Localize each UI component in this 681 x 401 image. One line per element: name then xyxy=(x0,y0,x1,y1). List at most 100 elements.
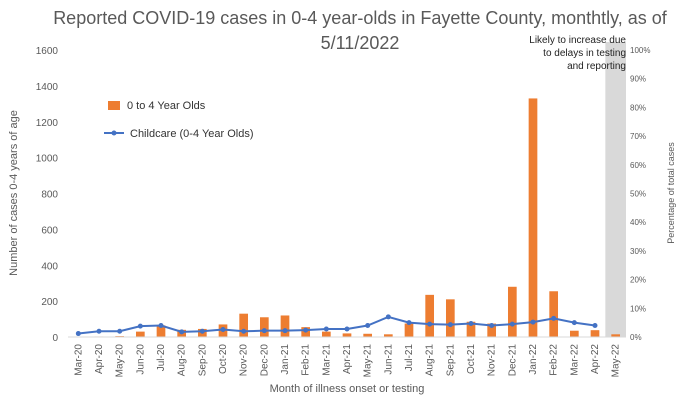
x-tick-label: May-22 xyxy=(611,344,622,378)
line-point-Aug-20 xyxy=(179,329,185,335)
y2-tick-label: 50% xyxy=(630,190,646,199)
x-tick-label: Jul-21 xyxy=(404,344,415,372)
x-tick-label: Jun-20 xyxy=(135,344,146,375)
x-tick-label: Sep-20 xyxy=(197,344,208,377)
incomplete-data-shade xyxy=(605,42,626,337)
legend-swatch-bars xyxy=(108,101,120,110)
line-point-Oct-21 xyxy=(468,321,474,327)
x-tick-label: Mar-21 xyxy=(321,344,332,376)
x-tick-label: Dec-20 xyxy=(259,344,270,377)
line-point-Sep-20 xyxy=(199,328,205,334)
line-point-Dec-21 xyxy=(509,321,515,327)
x-tick-label: Sep-21 xyxy=(445,344,456,377)
x-tick-label: Mar-20 xyxy=(73,344,84,376)
line-point-Jan-21 xyxy=(282,328,288,334)
y2-tick-label: 20% xyxy=(630,276,646,285)
y2-axis-label: Percentage of total cases xyxy=(666,142,676,244)
bar-Oct-21 xyxy=(466,321,476,337)
x-tick-label: Apr-22 xyxy=(590,344,601,374)
bar-Jun-20 xyxy=(135,331,145,337)
line-point-Apr-22 xyxy=(592,323,598,329)
x-tick-label: Jan-22 xyxy=(528,344,539,375)
y2-tick-label: 70% xyxy=(630,132,646,141)
y2-tick-label: 80% xyxy=(630,103,646,112)
x-tick-label: Feb-22 xyxy=(549,344,560,376)
x-tick-label: May-20 xyxy=(115,344,126,378)
legend-swatch-marker xyxy=(111,130,117,136)
y-tick-label: 1400 xyxy=(36,82,59,93)
x-tick-label: Jul-20 xyxy=(156,344,167,372)
line-point-Dec-20 xyxy=(261,328,267,334)
x-tick-label: May-21 xyxy=(363,344,374,378)
line-point-Jul-20 xyxy=(158,323,164,329)
line-point-Nov-20 xyxy=(241,328,247,334)
y2-tick-label: 10% xyxy=(630,304,646,313)
annotation-line-3: and reporting xyxy=(567,61,626,72)
legend-label-bars: 0 to 4 Year Olds xyxy=(127,100,206,112)
bar-Jun-21 xyxy=(383,334,393,337)
delay-annotation: Likely to increase due to delays in test… xyxy=(529,35,626,72)
bar-Jan-21 xyxy=(280,315,290,337)
x-tick-label: Oct-20 xyxy=(218,344,229,374)
bar-Aug-21 xyxy=(425,294,435,337)
line-point-Apr-21 xyxy=(344,326,350,332)
chart-title-line1: Reported COVID-19 cases in 0-4 year-olds… xyxy=(53,8,667,28)
bar-May-21 xyxy=(363,333,373,337)
y-tick-label: 400 xyxy=(41,261,58,272)
y-tick-label: 1600 xyxy=(36,46,59,57)
x-tick-label: Aug-21 xyxy=(425,344,436,377)
x-tick-label: Aug-20 xyxy=(177,344,188,377)
line-point-May-21 xyxy=(365,323,371,329)
x-tick-label: Jun-21 xyxy=(383,344,394,375)
line-point-Feb-22 xyxy=(551,315,557,321)
y-tick-label: 1000 xyxy=(36,154,59,165)
y2-tick-label: 40% xyxy=(630,218,646,227)
bar-Dec-20 xyxy=(259,317,269,337)
x-tick-label: Oct-21 xyxy=(466,344,477,374)
y2-tick-label: 60% xyxy=(630,161,646,170)
line-point-Jan-22 xyxy=(530,319,536,325)
x-tick-label: Apr-20 xyxy=(94,344,105,374)
line-point-Mar-22 xyxy=(571,320,577,326)
bar-Apr-21 xyxy=(342,333,352,337)
bar-Jan-22 xyxy=(528,98,538,338)
bar-Mar-22 xyxy=(569,330,579,337)
bar-Feb-22 xyxy=(549,291,559,337)
y2-tick-label: 30% xyxy=(630,247,646,256)
line-point-May-20 xyxy=(117,328,123,334)
bar-Nov-21 xyxy=(487,323,497,337)
bar-May-22 xyxy=(611,334,621,337)
y2-tick-label: 100% xyxy=(630,46,650,55)
line-point-Jul-21 xyxy=(406,320,412,326)
bar-Jul-21 xyxy=(404,323,414,337)
x-tick-label: Nov-20 xyxy=(239,344,250,377)
x-tick-label: Apr-21 xyxy=(342,344,353,374)
bar-Nov-20 xyxy=(239,313,249,337)
annotation-line-2: to delays in testing xyxy=(543,48,626,59)
line-point-Aug-21 xyxy=(427,321,433,327)
line-point-Apr-20 xyxy=(96,328,102,334)
x-tick-label: Mar-22 xyxy=(569,344,580,376)
y-axis-label: Number of cases 0-4 years of age xyxy=(8,110,20,276)
y-tick-label: 1200 xyxy=(36,118,59,129)
x-tick-label: Jan-21 xyxy=(280,344,291,375)
annotation-line-1: Likely to increase due xyxy=(529,35,626,46)
x-tick-label: Nov-21 xyxy=(487,344,498,377)
bar-Apr-22 xyxy=(590,330,600,337)
line-point-Mar-21 xyxy=(323,326,329,332)
y2-tick-label: 0% xyxy=(630,333,642,342)
line-point-Jun-21 xyxy=(385,314,391,320)
bar-Mar-21 xyxy=(321,331,331,337)
y-tick-label: 600 xyxy=(41,225,58,236)
legend: 0 to 4 Year Olds Childcare (0-4 Year Old… xyxy=(104,100,254,140)
line-point-Oct-20 xyxy=(220,327,226,333)
line-point-Nov-21 xyxy=(489,323,495,329)
chart-title: Reported COVID-19 cases in 0-4 year-olds… xyxy=(40,6,680,56)
y-tick-label: 200 xyxy=(41,297,58,308)
y-tick-label: 0 xyxy=(52,333,58,344)
legend-label-line: Childcare (0-4 Year Olds) xyxy=(130,128,254,140)
x-tick-label: Dec-21 xyxy=(507,344,518,377)
y2-tick-label: 90% xyxy=(630,75,646,84)
childcare-line xyxy=(78,315,596,335)
